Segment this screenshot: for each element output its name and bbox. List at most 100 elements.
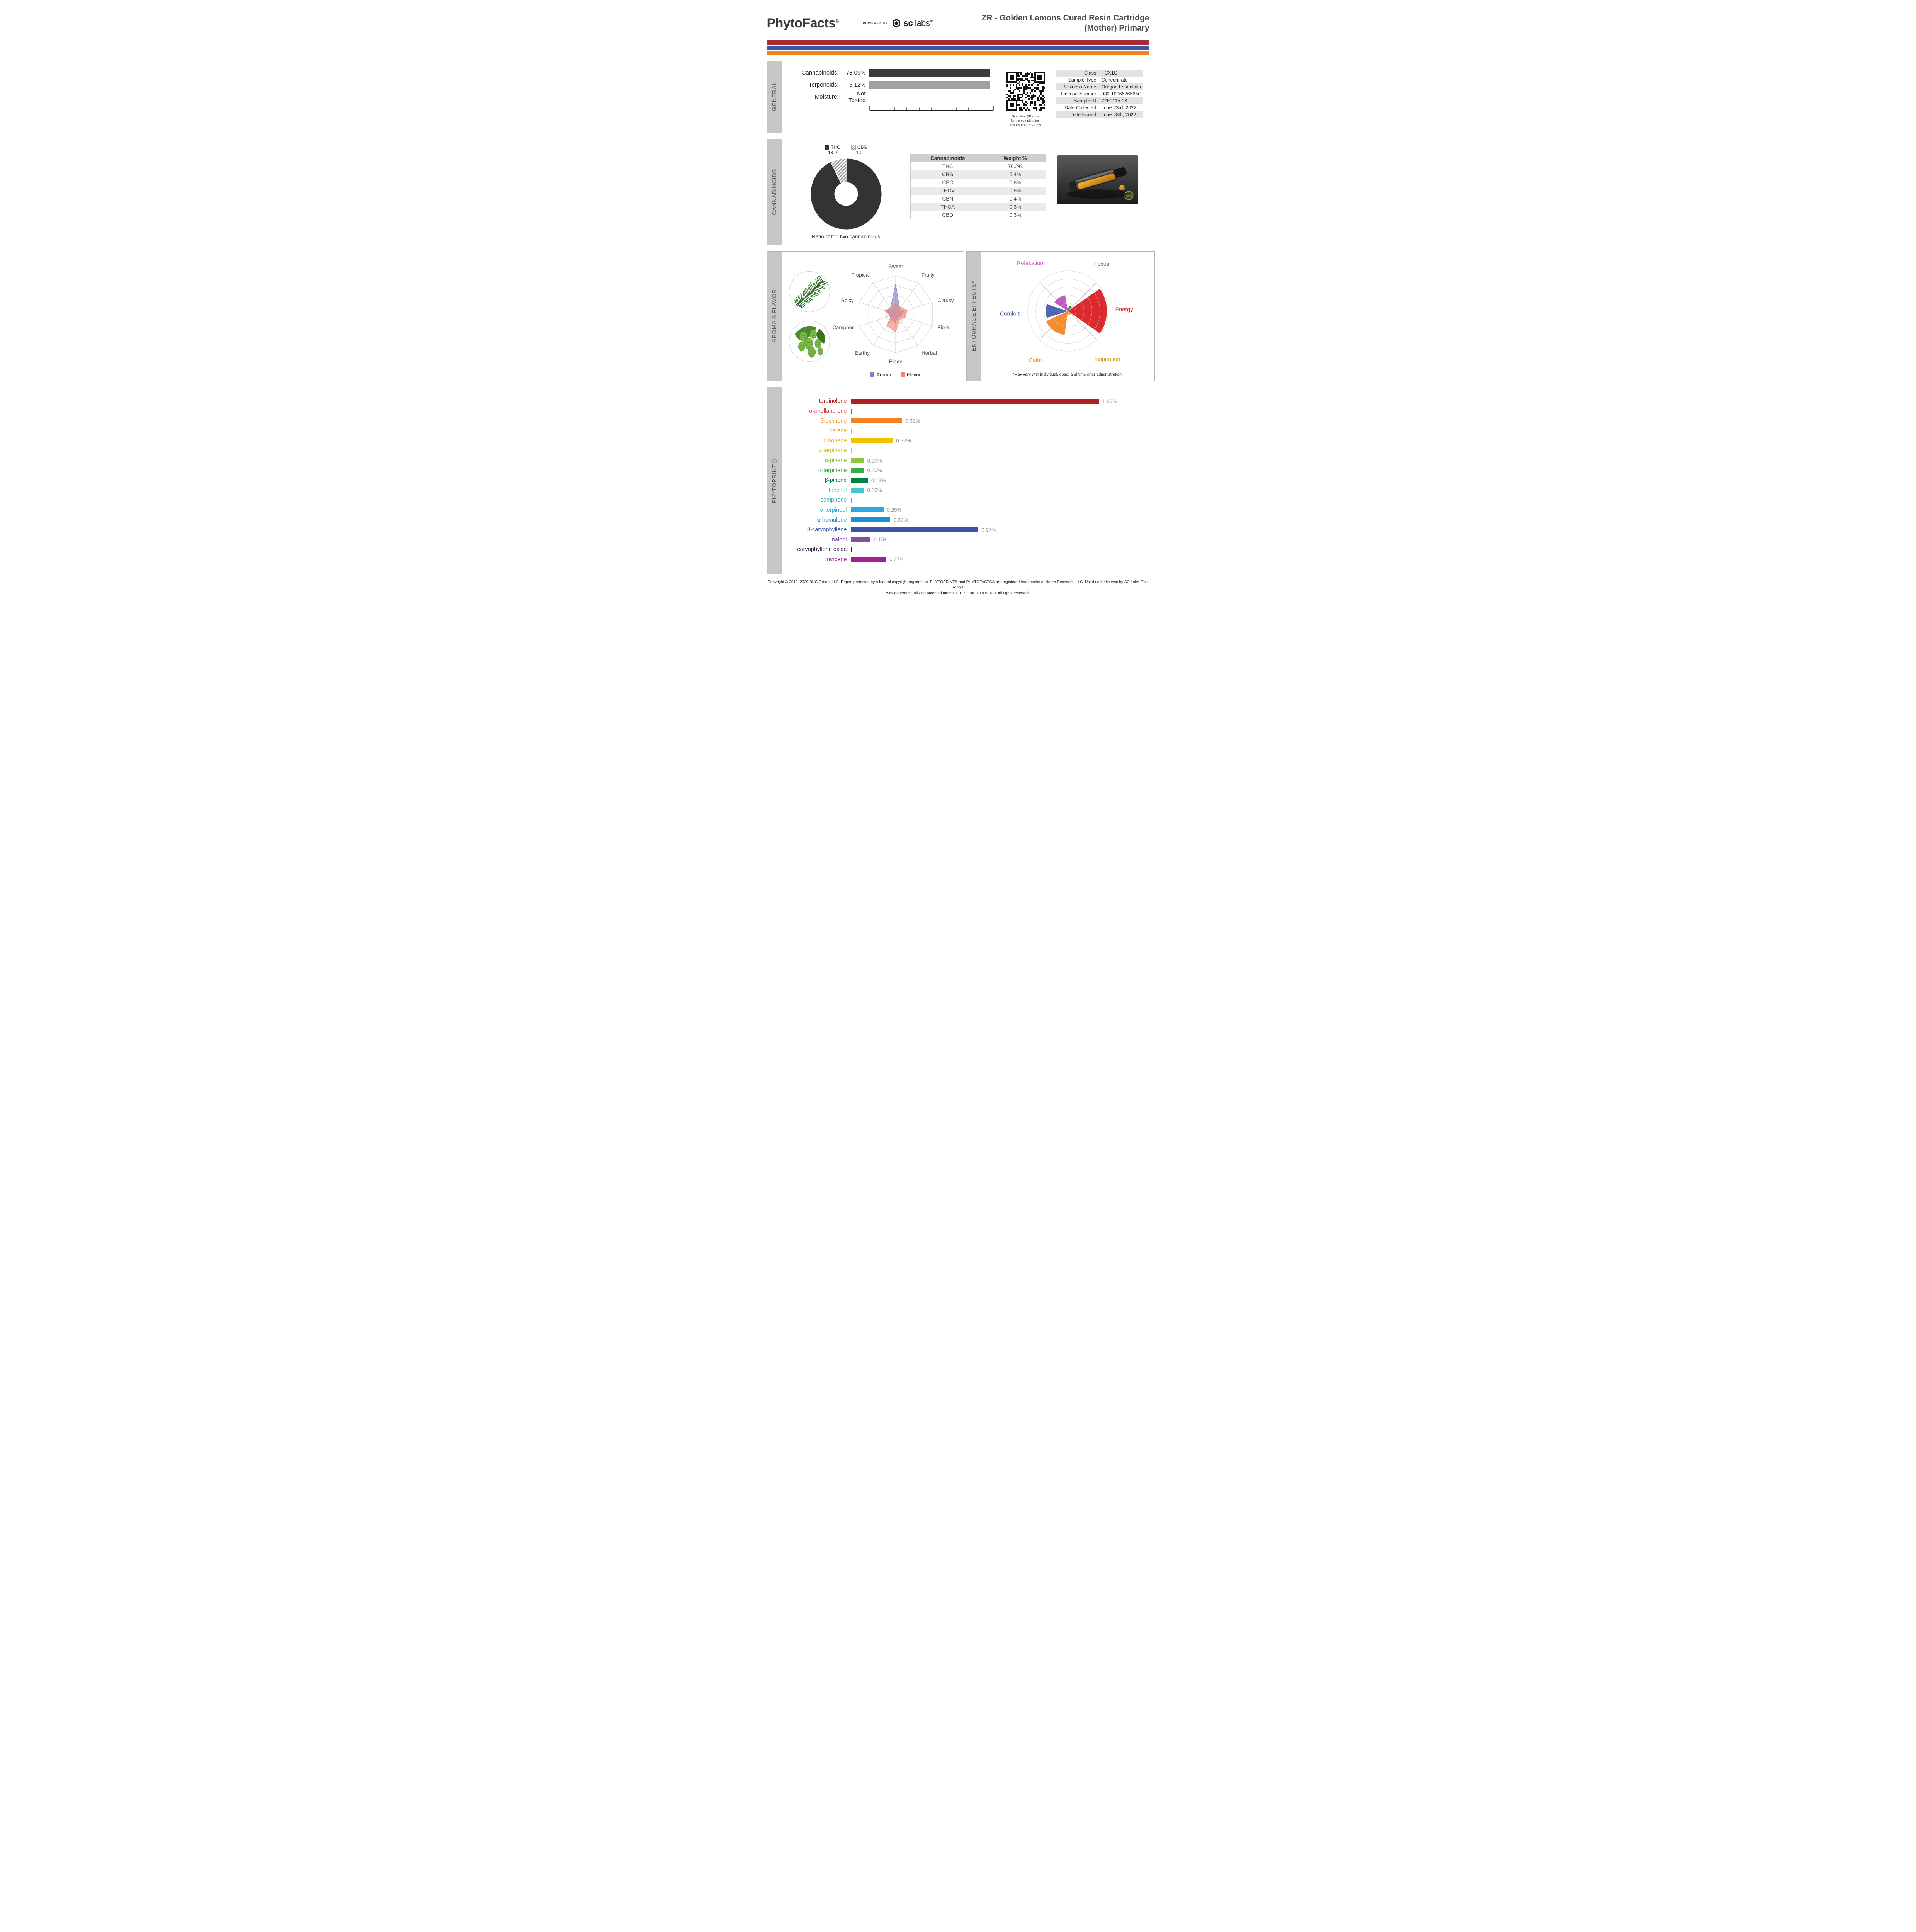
terpene-value: 0.10% bbox=[867, 487, 882, 493]
qr-caption-line: for the complete test bbox=[1010, 118, 1040, 122]
terpene-value: 0.10% bbox=[867, 457, 882, 464]
terpene-label: α-pinene bbox=[825, 457, 847, 464]
cannabinoid-weight: 5.4% bbox=[1009, 171, 1022, 177]
radar-legend: Aroma Flavor bbox=[830, 372, 961, 378]
metric-row: Moisture: Not Tested bbox=[787, 90, 995, 104]
cannabinoid-weight: 0.8% bbox=[1009, 179, 1022, 185]
section-aroma-flavor: AROMA & FLAVOR Sweet Fruity Citrusy Floral H… bbox=[767, 251, 963, 381]
radar-axis-label: Tropical bbox=[851, 272, 870, 277]
registered-mark: ® bbox=[835, 18, 839, 24]
terpene-row: camphene bbox=[782, 495, 1144, 505]
metric-row: Cannabinoids: 78.09% bbox=[787, 69, 995, 77]
info-label: Business Name: bbox=[1062, 84, 1098, 90]
info-row: Sample ID: 22F0115-03 bbox=[1056, 97, 1143, 104]
legend-name: Flavor bbox=[906, 371, 921, 378]
terpene-row: fenchol 0.10% bbox=[782, 485, 1144, 495]
terpene-bar bbox=[850, 497, 852, 503]
legend-swatch bbox=[900, 372, 905, 377]
cannabinoid-weight: 0.3% bbox=[1009, 204, 1022, 210]
footer: Copyright © 2013, 2020 BHC Group, LLC. R… bbox=[767, 580, 1149, 597]
metric-bar bbox=[869, 69, 990, 77]
sample-info-table: Class: TCX1G Sample Type: Concentrate Busine… bbox=[1056, 69, 1143, 118]
red-bar bbox=[767, 39, 1149, 45]
metric-row: Terpenoids: 5.12% bbox=[787, 81, 995, 89]
radar-legend-entry: Aroma bbox=[870, 372, 891, 378]
terpene-value: 0.32% bbox=[896, 438, 911, 444]
svg-text:sclabs: sclabs bbox=[1126, 195, 1132, 197]
footer-line1: Copyright © 2013, 2020 BHC Group, LLC. R… bbox=[767, 580, 1149, 590]
section-general-label: GENERAL bbox=[771, 82, 778, 111]
donut-legend-top: CBG bbox=[851, 145, 867, 150]
info-row: Date Issued: June 28th, 2022 bbox=[1056, 111, 1143, 118]
cannabinoid-weight: 0.8% bbox=[1009, 187, 1022, 194]
section-phytoprint-label: PHYTOPRINT® bbox=[771, 457, 778, 503]
info-value: 030-1006626565C bbox=[1101, 91, 1142, 97]
cannabinoid-name: CBN bbox=[942, 196, 953, 202]
footer-line2: was generated utilizing patented methods… bbox=[886, 591, 1030, 595]
terpene-value: 1.89% bbox=[1102, 398, 1117, 404]
radar-axis-label: Fruity bbox=[921, 272, 935, 277]
section-cannabinoids-label: CANNABINOIDS bbox=[771, 168, 778, 215]
qr-block: Scan this QR code for the complete test re… bbox=[1000, 71, 1052, 127]
terpene-label: β-pinene bbox=[825, 477, 847, 484]
cannabinoid-donut-block: THC 13.0 CBG 1.0 Ratio of top two cannabino… bbox=[788, 145, 904, 240]
qr-caption-line: Scan this QR code bbox=[1012, 114, 1039, 118]
terpene-label: camphene bbox=[820, 497, 847, 503]
terpene-bar bbox=[850, 428, 852, 434]
cannabinoid-name: THCA bbox=[940, 204, 955, 210]
cannabinoid-row: CBD 0.3% bbox=[911, 211, 1046, 219]
sclabs-wordmark: sc labs™ bbox=[904, 18, 933, 28]
cannabinoid-header-name: Cannabinoids bbox=[930, 155, 965, 161]
terpene-bar bbox=[850, 527, 978, 532]
powered-by: POWERED BY sc labs™ bbox=[863, 18, 933, 28]
aroma-entourage-row: AROMA & FLAVOR Sweet Fruity Citrusy Floral H… bbox=[767, 251, 1155, 381]
terpene-bar bbox=[850, 517, 890, 523]
terpene-row: caryophyllene oxide bbox=[782, 545, 1144, 555]
terpene-bar bbox=[850, 448, 852, 453]
blue-bar bbox=[767, 46, 1149, 50]
terpene-bar bbox=[850, 557, 886, 562]
section-phytoprint-strip: PHYTOPRINT® bbox=[767, 387, 782, 574]
section-entourage-strip: ENTOURAGE EFFECTS* bbox=[966, 251, 981, 381]
cannabinoid-row: CBN 0.4% bbox=[911, 195, 1046, 203]
sclabs-sc: sc bbox=[903, 18, 913, 28]
terpene-row: α-pinene 0.10% bbox=[782, 456, 1144, 466]
cannabinoid-table-header: Cannabinoids Weight % bbox=[910, 154, 1046, 162]
terpene-value: 0.13% bbox=[871, 477, 886, 483]
radar-axis-label: Piney bbox=[889, 359, 902, 364]
terpene-bar bbox=[850, 418, 902, 424]
section-cannabinoids: CANNABINOIDS THC 13.0 CBG 1.0 Ratio of top … bbox=[767, 138, 1149, 245]
terpene-label: linalool bbox=[829, 536, 847, 543]
pine-sprig-image bbox=[789, 271, 830, 312]
terpene-label: γ-terpinene bbox=[818, 447, 847, 454]
cannabinoid-name: CBD bbox=[942, 212, 953, 218]
terpene-value: 0.97% bbox=[981, 527, 996, 533]
report-title-line1: ZR - Golden Lemons Cured Resin Cartridge bbox=[981, 14, 1149, 22]
radar-axis-label: Herbal bbox=[921, 350, 937, 356]
terpene-label: α-humulene bbox=[817, 517, 847, 523]
qr-caption-line: results from SC Labs bbox=[1010, 122, 1041, 127]
info-label: Date Issued: bbox=[1070, 112, 1098, 117]
cannabinoid-weight: 70.2% bbox=[1008, 163, 1023, 169]
legend-name: Aroma bbox=[876, 371, 891, 378]
terpene-value: 0.27% bbox=[889, 556, 904, 563]
cannabinoid-donut-chart bbox=[788, 156, 904, 234]
donut-legend-entry: CBG 1.0 bbox=[851, 145, 867, 155]
entourage-footnote: *May vary with individual, dose, and tim… bbox=[1013, 372, 1123, 377]
terpene-row: carene bbox=[782, 426, 1144, 436]
cannabinoid-name: THCV bbox=[940, 187, 955, 194]
radar-axis-label: Citrusy bbox=[937, 297, 954, 303]
terpene-label: α-terpinene bbox=[818, 467, 847, 474]
aroma-flavor-radar-chart: Sweet Fruity Citrusy Floral Herbal Piney Earth… bbox=[830, 255, 961, 372]
product-photo-block: sclabs bbox=[1052, 145, 1143, 240]
info-row: Date Collected: June 23rd, 2022 bbox=[1056, 104, 1143, 111]
section-entourage-label: ENTOURAGE EFFECTS* bbox=[971, 281, 977, 351]
legend-swatch bbox=[851, 145, 856, 150]
terpene-row: myrcene 0.27% bbox=[782, 554, 1144, 565]
info-row: Sample Type: Concentrate bbox=[1056, 77, 1143, 83]
terpene-row: limonene 0.32% bbox=[782, 436, 1144, 446]
section-phytoprint: PHYTOPRINT® terpinolene 1.89% α-phellandre… bbox=[767, 386, 1149, 574]
info-value: Oregon Essentials bbox=[1101, 84, 1141, 90]
cannabinoid-weight: 0.3% bbox=[1009, 212, 1022, 218]
terpene-row: β-ocimene 0.39% bbox=[782, 416, 1144, 426]
